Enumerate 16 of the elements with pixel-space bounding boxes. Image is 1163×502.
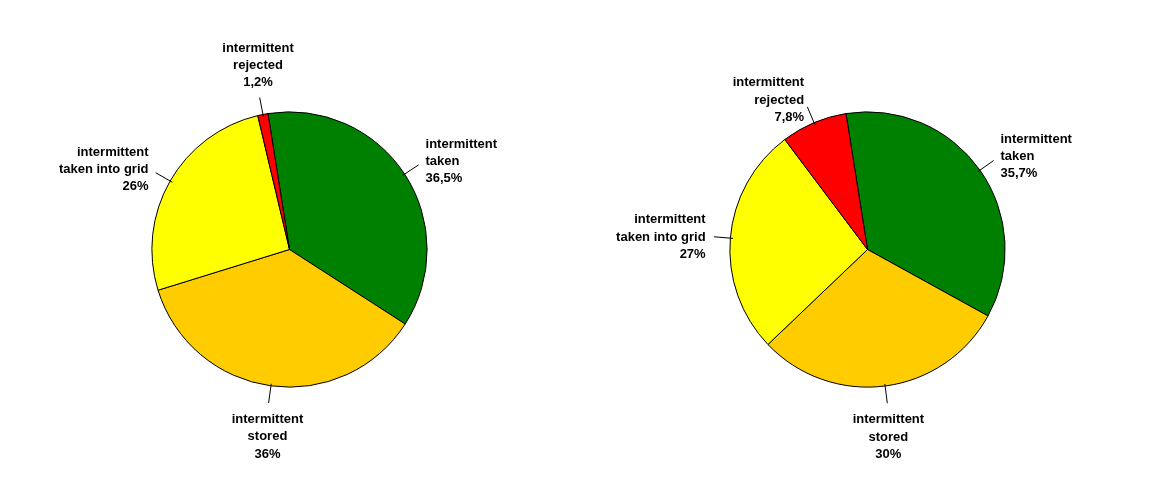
data-label: 26% — [122, 178, 149, 194]
data-label: 7,8% — [774, 108, 805, 124]
data-label: 35,7% — [1000, 165, 1038, 181]
slice-label: intermittent taken into grid — [58, 143, 150, 177]
data-label: 27% — [679, 245, 707, 261]
data-label: 1,2% — [243, 74, 274, 90]
slice-label: intermittent taken — [425, 135, 498, 168]
data-label: 36% — [254, 445, 281, 461]
slice-label: intermittent rejected — [222, 39, 295, 73]
slice-label: intermittent taken — [1000, 130, 1073, 164]
slice-label: intermittent stored — [231, 411, 304, 444]
slice-label: intermittent taken into grid — [616, 211, 707, 244]
slice-label: intermittent stored — [852, 411, 925, 444]
data-label: 30% — [875, 445, 902, 461]
data-label: 36,5% — [425, 170, 463, 186]
slice-label: intermittent rejected — [732, 74, 805, 107]
